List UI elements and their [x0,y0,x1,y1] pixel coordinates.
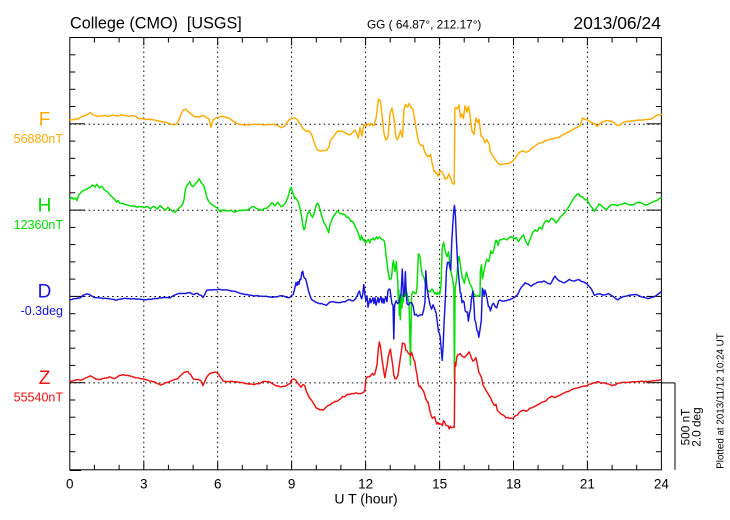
svg-text:9: 9 [288,477,296,492]
svg-text:24: 24 [654,477,670,492]
svg-text:H: H [38,195,52,216]
svg-text:2013/06/24: 2013/06/24 [573,13,661,33]
svg-text:3: 3 [140,477,148,492]
svg-text:500 nT: 500 nT [679,409,693,446]
svg-text:Plotted at 2013/11/12 10:24 UT: Plotted at 2013/11/12 10:24 UT [716,333,727,468]
svg-text:College (CMO) [USGS]: College (CMO) [USGS] [70,15,242,33]
svg-text:Z: Z [39,368,51,389]
svg-text:12: 12 [358,477,373,492]
svg-text:15: 15 [432,477,447,492]
svg-text:2.0 deg: 2.0 deg [690,407,704,446]
svg-text:18: 18 [506,477,521,492]
svg-text:21: 21 [580,477,595,492]
svg-text:0: 0 [66,477,74,492]
svg-text:12360nT: 12360nT [14,218,64,232]
svg-text:6: 6 [214,477,222,492]
svg-text:55540nT: 55540nT [14,391,64,405]
svg-text:-0.3deg: -0.3deg [21,304,63,318]
svg-text:56880nT: 56880nT [14,132,64,146]
svg-text:F: F [39,109,51,130]
svg-text:D: D [38,282,52,303]
svg-text:U T (hour): U T (hour) [334,491,397,507]
svg-text:GG ( 64.87°, 212.17°): GG ( 64.87°, 212.17°) [367,17,481,31]
